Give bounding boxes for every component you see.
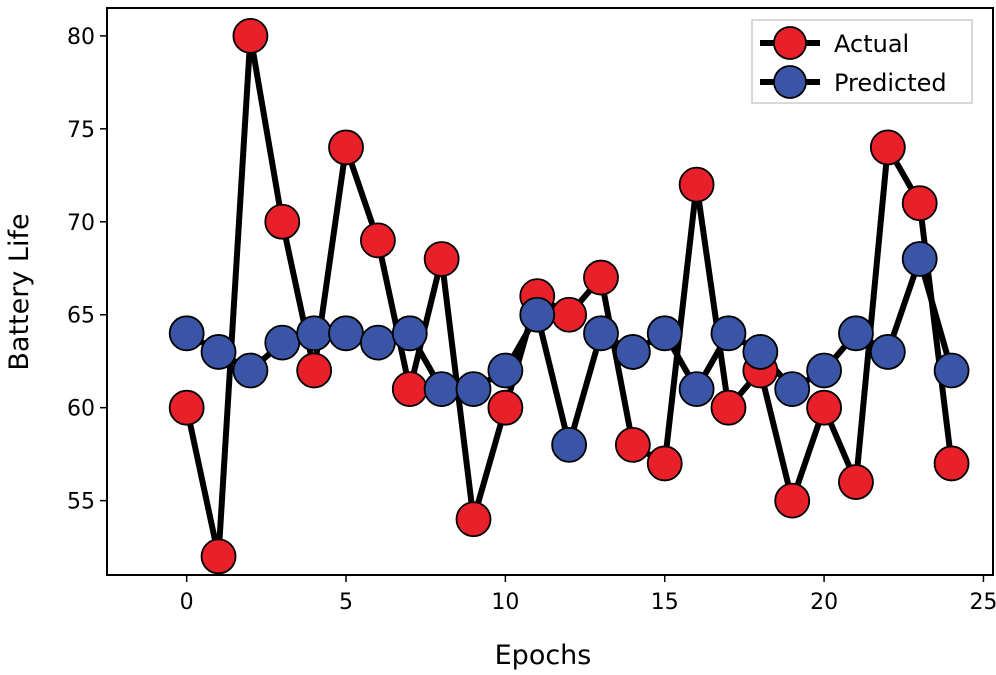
actual-point bbox=[806, 389, 842, 426]
predicted-point bbox=[551, 426, 588, 463]
predicted-point bbox=[391, 315, 428, 352]
actual-point bbox=[774, 482, 811, 519]
predicted-point bbox=[200, 334, 237, 370]
actual-point bbox=[328, 129, 364, 166]
actual-point bbox=[710, 389, 747, 426]
actual-point bbox=[455, 501, 492, 538]
predicted-point bbox=[646, 315, 683, 352]
actual-point bbox=[678, 166, 715, 203]
actual-point bbox=[901, 185, 938, 222]
predicted-point bbox=[933, 352, 970, 389]
legend-predicted-marker bbox=[773, 65, 807, 99]
actual-point bbox=[264, 203, 301, 240]
y-axis-title: Battery Life bbox=[4, 213, 35, 370]
x-tick-label: 15 bbox=[651, 590, 679, 615]
actual-point bbox=[359, 222, 396, 259]
legend: Actual Predicted bbox=[751, 19, 973, 104]
predicted-point bbox=[869, 334, 906, 370]
predicted-point bbox=[487, 352, 524, 389]
actual-point bbox=[232, 17, 269, 54]
x-tick-label: 20 bbox=[810, 590, 838, 615]
y-tick-label: 55 bbox=[67, 490, 95, 515]
series-layer bbox=[168, 17, 970, 575]
y-tick-label: 60 bbox=[67, 397, 95, 422]
predicted-point bbox=[232, 352, 269, 389]
predicted-point bbox=[359, 324, 396, 361]
actual-point bbox=[423, 241, 460, 277]
predicted-point bbox=[742, 334, 779, 370]
y-tick-label: 65 bbox=[67, 304, 95, 329]
predicted-point bbox=[519, 296, 556, 333]
predicted-point bbox=[296, 315, 333, 352]
predicted-point bbox=[710, 315, 747, 352]
predicted-point bbox=[168, 315, 205, 352]
x-tick-label: 5 bbox=[339, 590, 353, 615]
y-tick-label: 80 bbox=[67, 25, 95, 50]
actual-point bbox=[614, 426, 651, 463]
actual-point bbox=[551, 296, 588, 333]
actual-point bbox=[583, 259, 619, 296]
predicted-point bbox=[423, 371, 460, 407]
y-tick-label: 70 bbox=[67, 211, 95, 236]
predicted-point bbox=[901, 241, 938, 277]
legend-predicted-label: Predicted bbox=[834, 69, 947, 97]
predicted-point bbox=[838, 315, 874, 352]
actual-point bbox=[200, 538, 237, 575]
legend-actual-marker bbox=[773, 26, 807, 60]
actual-point bbox=[933, 445, 970, 482]
actual-point bbox=[487, 389, 524, 426]
actual-point bbox=[869, 129, 906, 166]
predicted-point bbox=[614, 334, 651, 370]
actual-point bbox=[168, 389, 205, 426]
y-axis: 55 60 65 70 75 80 bbox=[67, 25, 107, 515]
series-markers bbox=[168, 17, 970, 575]
x-tick-label: 25 bbox=[969, 590, 996, 615]
actual-point bbox=[391, 371, 428, 407]
actual-point bbox=[838, 464, 874, 500]
actual-point bbox=[646, 445, 683, 482]
predicted-point bbox=[583, 315, 619, 352]
legend-actual-label: Actual bbox=[834, 30, 909, 58]
predicted-point bbox=[455, 371, 492, 407]
predicted-point bbox=[806, 352, 842, 389]
y-tick-label: 75 bbox=[67, 118, 95, 143]
predicted-point bbox=[774, 371, 811, 407]
actual-point bbox=[296, 352, 333, 389]
x-axis: 0 5 10 15 20 25 bbox=[180, 575, 996, 615]
predicted-point bbox=[678, 371, 715, 407]
predicted-point bbox=[264, 324, 301, 361]
x-tick-label: 10 bbox=[491, 590, 519, 615]
x-axis-title: Epochs bbox=[495, 640, 592, 671]
x-tick-label: 0 bbox=[180, 590, 194, 615]
predicted-point bbox=[328, 315, 364, 352]
